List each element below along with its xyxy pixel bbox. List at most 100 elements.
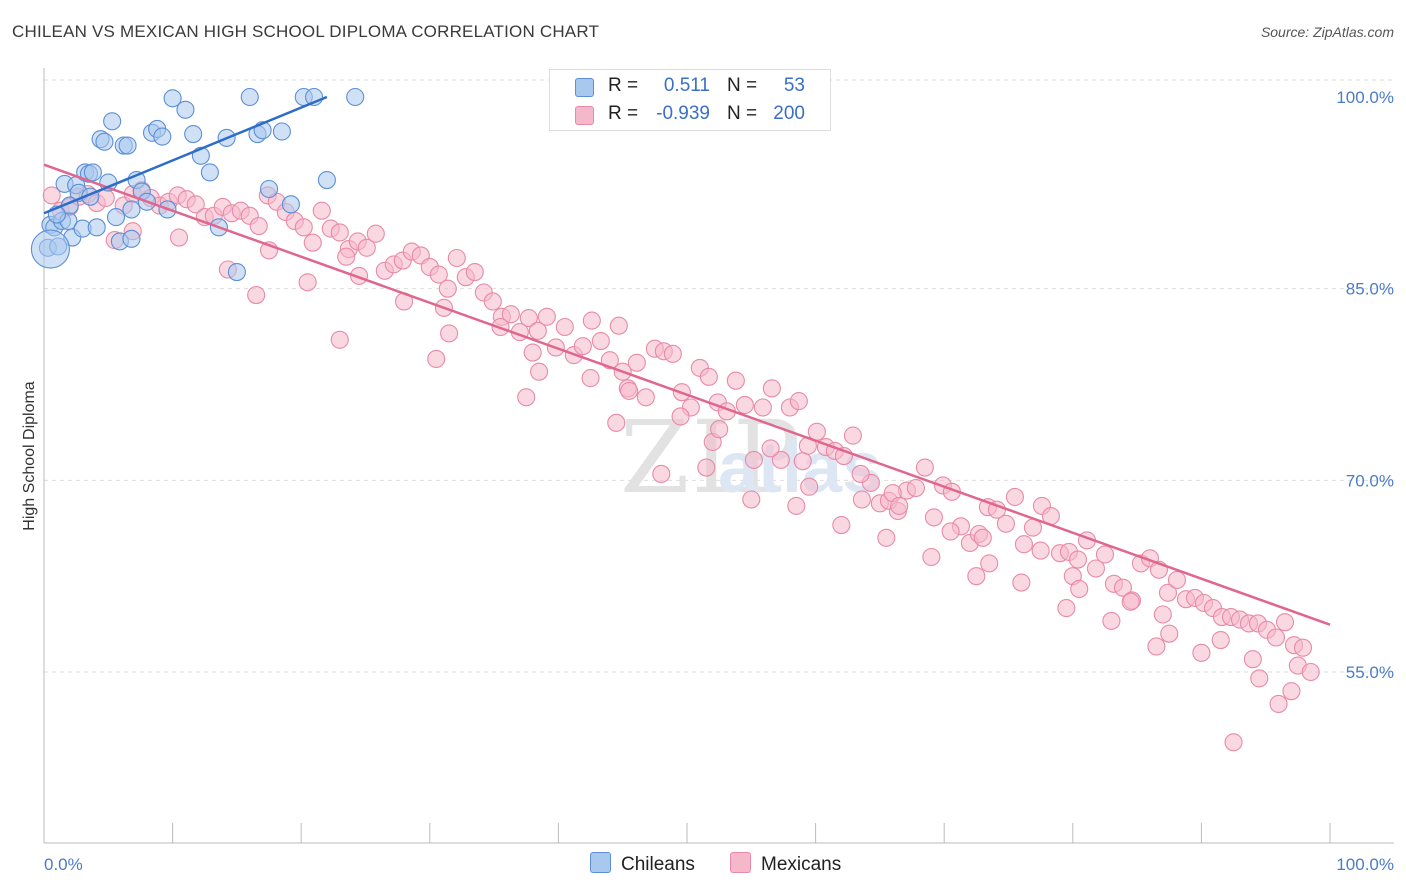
mexicans-point xyxy=(366,224,385,243)
mexicans-point xyxy=(967,567,986,586)
chileans-point xyxy=(346,87,365,107)
chileans-trend-line xyxy=(43,95,328,215)
mexicans-point xyxy=(771,450,790,469)
mexicans-point xyxy=(636,388,655,407)
legend-r-value: -0.939 xyxy=(656,103,710,124)
chileans-point xyxy=(272,122,291,141)
watermark-zip: ZIP xyxy=(620,399,802,516)
mexicans-point xyxy=(877,528,896,547)
chileans-point xyxy=(103,112,122,131)
mexicans-point xyxy=(832,516,851,535)
mexicans-point xyxy=(438,279,457,298)
chileans-point xyxy=(122,229,141,248)
legend-box: R = 0.511 N = 53 R = -0.939 N = 200 xyxy=(549,69,831,131)
chileans-point xyxy=(184,125,203,144)
trend-lines xyxy=(43,95,1331,626)
mexicans-point xyxy=(42,186,61,205)
mexicans-point xyxy=(1147,637,1166,656)
mexicans-point xyxy=(573,337,592,356)
mexicans-point xyxy=(523,343,542,362)
mexicans-point xyxy=(1086,559,1105,578)
chileans-point xyxy=(227,263,246,282)
mexicans-point xyxy=(744,450,763,469)
legend-item-mexicans[interactable]: Mexicans xyxy=(730,852,841,876)
mexicans-point xyxy=(1158,583,1178,602)
mexicans-point xyxy=(555,317,574,337)
mexicans-point xyxy=(973,528,992,547)
chileans-label: Chileans xyxy=(621,854,695,875)
mexicans-point xyxy=(922,547,941,567)
chileans-point xyxy=(163,89,182,108)
y-tick-label: 85.0% xyxy=(1346,280,1394,299)
mexicans-point xyxy=(517,388,536,407)
mexicans-point xyxy=(427,349,446,368)
mexicans-point xyxy=(483,292,502,311)
chileans-swatch xyxy=(590,852,611,873)
mexicans-point xyxy=(1068,550,1087,569)
mexicans-point xyxy=(996,514,1015,533)
mexicans-points xyxy=(42,181,1320,752)
mexicans-point xyxy=(1113,578,1133,597)
mexicans-point xyxy=(582,311,601,330)
mexicans-point xyxy=(1102,611,1121,630)
mexicans-point xyxy=(753,398,772,417)
mexicans-point xyxy=(1275,613,1295,632)
mexicans-trend-line xyxy=(43,163,1331,626)
legend-n-label: N = xyxy=(727,75,758,96)
mexicans-point xyxy=(1243,650,1262,669)
chileans-point xyxy=(30,229,70,269)
mexicans-point xyxy=(1070,579,1089,598)
mexicans-point xyxy=(620,381,639,400)
mexicans-point xyxy=(726,371,745,390)
x-tick-label-max: 100.0% xyxy=(1336,855,1394,874)
mexicans-point xyxy=(1014,535,1033,554)
mexicans-point xyxy=(607,413,626,432)
mexicans-point xyxy=(1153,605,1172,624)
mexicans-point xyxy=(762,379,781,398)
chileans-points xyxy=(30,87,365,282)
mexicans-point xyxy=(330,330,349,349)
mexicans-point xyxy=(1282,682,1301,701)
y-tick-label: 100.0% xyxy=(1336,88,1394,107)
mexicans-point xyxy=(742,490,761,509)
mexicans-point xyxy=(465,263,484,282)
mexicans-point xyxy=(169,228,189,247)
chileans-point xyxy=(83,163,102,182)
legend-row-chileans: R = 0.511 N = 53 xyxy=(550,72,830,100)
legend-r-value: 0.511 xyxy=(663,75,710,96)
source-note: Source: ZipAtlas.com xyxy=(1260,24,1394,40)
mexicans-point xyxy=(501,305,520,324)
legend-item-chileans[interactable]: Chileans xyxy=(590,852,695,876)
legend-row-mexicans: R = -0.939 N = 200 xyxy=(550,100,830,128)
y-axis-label: High School Diploma xyxy=(21,381,38,531)
mexicans-point xyxy=(528,321,547,340)
mexicans-point xyxy=(447,248,466,268)
mexicans-point xyxy=(96,188,115,207)
mexicans-point xyxy=(330,223,349,242)
mexicans-point xyxy=(1031,541,1050,560)
mexicans-point xyxy=(697,458,716,477)
x-ticks xyxy=(43,823,1331,843)
mexicans-point xyxy=(1269,694,1288,713)
mexicans-point xyxy=(1121,592,1140,611)
mexicans-point xyxy=(1266,628,1286,647)
mexicans-point xyxy=(1224,733,1243,752)
mexicans-point xyxy=(1250,669,1269,688)
mexicans-point xyxy=(1012,573,1031,592)
mexicans-point xyxy=(735,395,754,414)
mexicans-point xyxy=(789,392,808,411)
mexicans-point xyxy=(852,490,871,509)
mexicans-point xyxy=(530,362,549,381)
mexicans-point xyxy=(581,369,600,388)
chart-title: CHILEAN VS MEXICAN HIGH SCHOOL DIPLOMA C… xyxy=(12,22,600,41)
mexicans-point xyxy=(1095,545,1114,564)
mexicans-point xyxy=(652,464,671,483)
y-tick-label: 55.0% xyxy=(1346,663,1394,682)
chileans-point xyxy=(281,195,300,214)
mexicans-point xyxy=(1192,643,1211,662)
mexicans-point xyxy=(357,238,376,257)
mexicans-point xyxy=(429,265,448,284)
mexicans-point xyxy=(591,332,610,351)
mexicans-point xyxy=(312,201,331,220)
legend-r-label: R = xyxy=(608,75,639,96)
